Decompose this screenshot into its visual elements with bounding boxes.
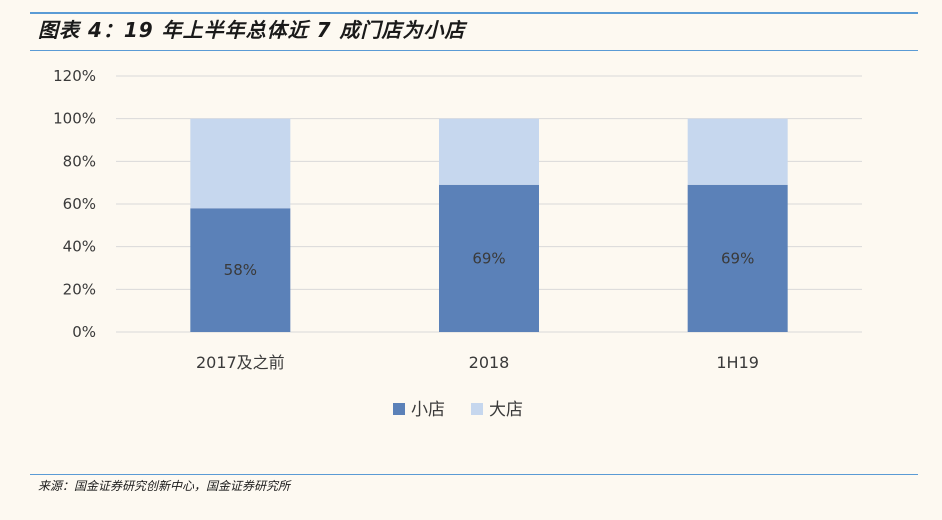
data-label: 69% [472, 249, 505, 267]
bar-segment-small-store [190, 208, 291, 332]
bar-segment-large-store [687, 118, 788, 185]
bar-segment-small-store [687, 184, 788, 332]
legend-swatch-large-store [471, 403, 483, 415]
x-tick-label: 2018 [469, 353, 510, 372]
bar-segment-small-store [439, 184, 539, 332]
y-tick-label: 60% [63, 195, 96, 213]
y-tick-label: 120% [53, 67, 96, 85]
top-rule [30, 12, 918, 14]
bar-segment-large-store [439, 118, 539, 185]
x-tick-label: 2017及之前 [196, 353, 285, 372]
y-tick-label: 20% [63, 280, 96, 298]
data-label: 58% [224, 261, 257, 279]
figure-title: 图表 4：19 年上半年总体近 7 成门店为小店 [38, 18, 466, 42]
title-rule [30, 50, 918, 51]
y-tick-label: 0% [72, 323, 96, 341]
stacked-bar-chart: 0% 20% 40% 60% 80% 100% 120% 58% 2017及之前 69% 2018 6… [53, 67, 862, 420]
source-note: 来源：国金证券研究创新中心，国金证券研究所 [38, 479, 291, 493]
legend-swatch-small-store [393, 403, 405, 415]
legend-label: 大店 [489, 400, 523, 420]
data-label: 69% [721, 249, 754, 267]
legend-label: 小店 [411, 400, 445, 420]
y-tick-label: 40% [63, 238, 96, 256]
y-tick-label: 80% [63, 152, 96, 170]
bar-segment-large-store [190, 118, 291, 209]
y-tick-label: 100% [53, 110, 96, 128]
bottom-rule [30, 474, 918, 475]
x-tick-label: 1H19 [716, 353, 759, 372]
